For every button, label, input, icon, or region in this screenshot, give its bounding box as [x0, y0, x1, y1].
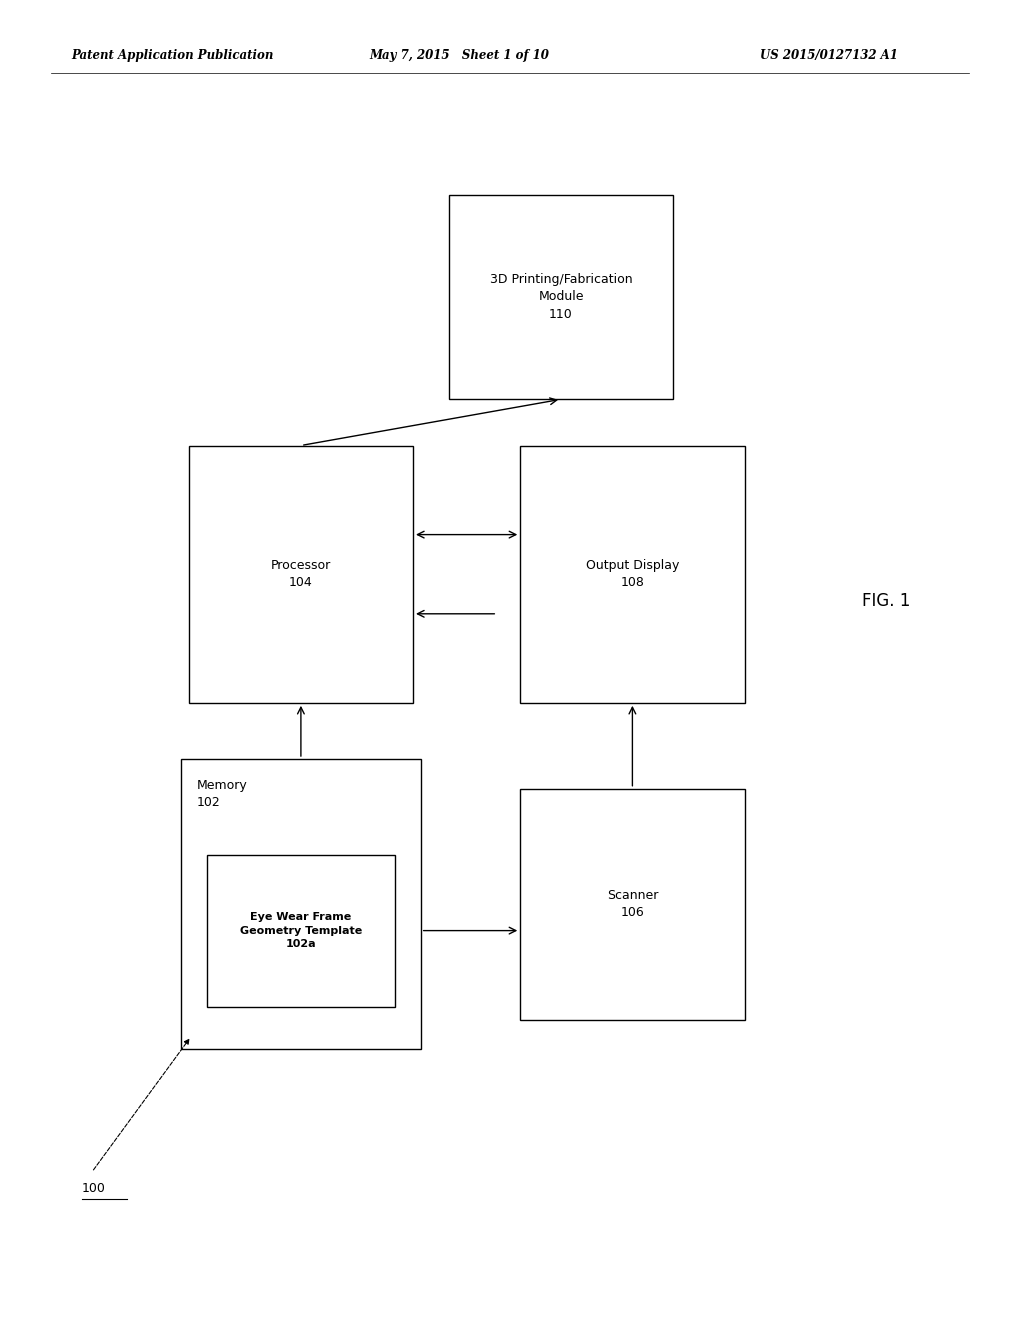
Text: Output Display
108: Output Display 108: [585, 560, 679, 589]
Text: Processor
104: Processor 104: [270, 560, 331, 589]
Text: May 7, 2015   Sheet 1 of 10: May 7, 2015 Sheet 1 of 10: [369, 49, 548, 62]
Text: 3D Printing/Fabrication
Module
110: 3D Printing/Fabrication Module 110: [489, 273, 632, 321]
Bar: [448, 194, 673, 399]
Bar: [520, 789, 744, 1019]
Text: Memory
102: Memory 102: [197, 779, 247, 809]
Text: FIG. 1: FIG. 1: [861, 591, 909, 610]
Text: 100: 100: [82, 1181, 105, 1195]
Text: Patent Application Publication: Patent Application Publication: [71, 49, 273, 62]
Bar: [189, 446, 413, 704]
Bar: [181, 759, 421, 1049]
Text: US 2015/0127132 A1: US 2015/0127132 A1: [759, 49, 897, 62]
Text: Scanner
106: Scanner 106: [606, 890, 657, 919]
Text: Eye Wear Frame
Geometry Template
102a: Eye Wear Frame Geometry Template 102a: [239, 912, 362, 949]
Bar: [520, 446, 744, 704]
Bar: [206, 855, 394, 1006]
